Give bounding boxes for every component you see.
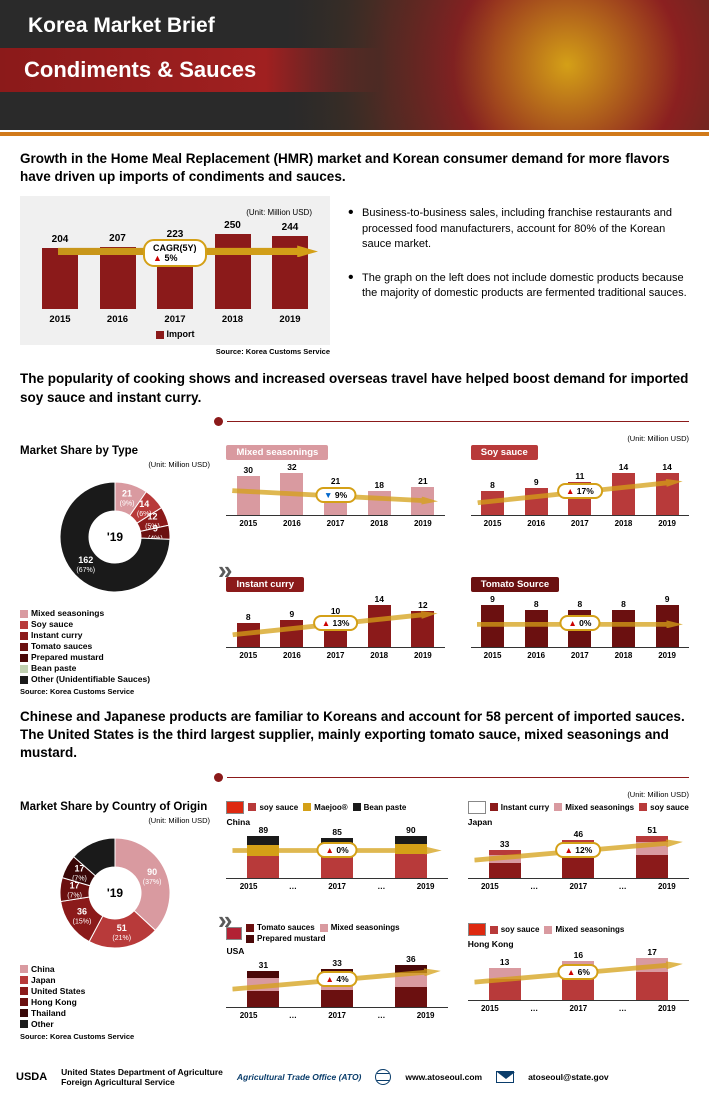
donut-legend: Mixed seasoningsSoy sauceInstant curryTo… bbox=[20, 608, 210, 684]
svg-text:(37%): (37%) bbox=[143, 878, 162, 885]
chevron-icon: » bbox=[210, 555, 226, 586]
ato-text: Agricultural Trade Office (ATO) bbox=[237, 1072, 362, 1082]
mini-charts-grid: Mixed seasonings 3032211821 ▼ 9% 2015201… bbox=[226, 445, 689, 696]
svg-text:12: 12 bbox=[147, 512, 157, 522]
headline-2: The popularity of cooking shows and incr… bbox=[20, 370, 689, 406]
chevron-icon-2: » bbox=[210, 905, 226, 936]
svg-text:21: 21 bbox=[122, 488, 132, 498]
svg-text:(21%): (21%) bbox=[112, 934, 131, 941]
country-charts-grid: soy sauceMaejoo®Bean paste China 898590 … bbox=[226, 801, 689, 1041]
svg-text:'19: '19 bbox=[107, 886, 124, 900]
svg-text:9: 9 bbox=[153, 523, 158, 533]
brief-text: Korea Market Brief bbox=[28, 14, 709, 38]
title-banner: Condiments & Sauces bbox=[0, 48, 380, 92]
donut-title-2: Market Share by Country of Origin bbox=[20, 801, 210, 813]
svg-text:14: 14 bbox=[139, 499, 149, 509]
type-donut: 21(9%)14(6%)12(5%)9(4%)162(67%)'19 bbox=[35, 472, 195, 602]
type-donut-panel: Market Share by Type (Unit: Million USD)… bbox=[20, 445, 210, 696]
chart-legend: Import bbox=[38, 329, 312, 339]
svg-text:(67%): (67%) bbox=[76, 567, 95, 574]
country-donut: 90(37%)51(21%)36(15%)17(7%)17(7%)'19 bbox=[35, 828, 195, 958]
country-donut-panel: Market Share by Country of Origin (Unit:… bbox=[20, 801, 210, 1041]
svg-text:162: 162 bbox=[78, 555, 93, 565]
cagr-badge: CAGR(5Y)▲ 5% bbox=[143, 239, 207, 267]
svg-text:(7%): (7%) bbox=[67, 892, 82, 899]
chart-unit: (Unit: Million USD) bbox=[38, 208, 312, 217]
import-chart: (Unit: Million USD) CAGR(5Y)▲ 5% 2042072… bbox=[20, 196, 330, 345]
svg-text:36: 36 bbox=[77, 906, 87, 916]
donut-unit: (Unit: Million USD) bbox=[20, 460, 210, 469]
donut-legend-2: ChinaJapanUnited StatesHong KongThailand… bbox=[20, 964, 210, 1029]
header-banner: Korea Market Brief Condiments & Sauces bbox=[0, 0, 709, 130]
svg-text:51: 51 bbox=[117, 922, 127, 932]
footer-dept: United States Department of Agriculture … bbox=[61, 1067, 223, 1087]
usda-logo-text: USDA bbox=[16, 1071, 47, 1083]
headline-1: Growth in the Home Meal Replacement (HMR… bbox=[20, 150, 689, 186]
svg-text:90: 90 bbox=[147, 866, 157, 876]
footer: USDA United States Department of Agricul… bbox=[0, 1061, 709, 1097]
chart-source: Source: Korea Customs Service bbox=[20, 347, 330, 356]
svg-text:(9%): (9%) bbox=[120, 500, 135, 507]
donut-source: Source: Korea Customs Service bbox=[20, 687, 210, 696]
svg-text:'19: '19 bbox=[107, 530, 124, 544]
bullet-list: Business-to-business sales, including fr… bbox=[348, 196, 689, 356]
website-link[interactable]: www.atoseoul.com bbox=[405, 1072, 482, 1082]
section-divider bbox=[20, 417, 689, 426]
unit-label: (Unit: Million USD) bbox=[20, 434, 689, 443]
donut-unit-2: (Unit: Million USD) bbox=[20, 816, 210, 825]
title-text: Condiments & Sauces bbox=[24, 57, 356, 83]
mail-icon bbox=[496, 1071, 514, 1083]
headline-3: Chinese and Japanese products are famili… bbox=[20, 708, 689, 763]
svg-text:(15%): (15%) bbox=[73, 918, 92, 925]
section-divider-2 bbox=[20, 773, 689, 782]
donut-source-2: Source: Korea Customs Service bbox=[20, 1032, 210, 1041]
donut-title: Market Share by Type bbox=[20, 445, 210, 457]
globe-icon bbox=[375, 1069, 391, 1085]
svg-text:(7%): (7%) bbox=[72, 875, 87, 882]
email-link[interactable]: atoseoul@state.gov bbox=[528, 1072, 609, 1082]
unit-label-2: (Unit: Million USD) bbox=[20, 790, 689, 799]
